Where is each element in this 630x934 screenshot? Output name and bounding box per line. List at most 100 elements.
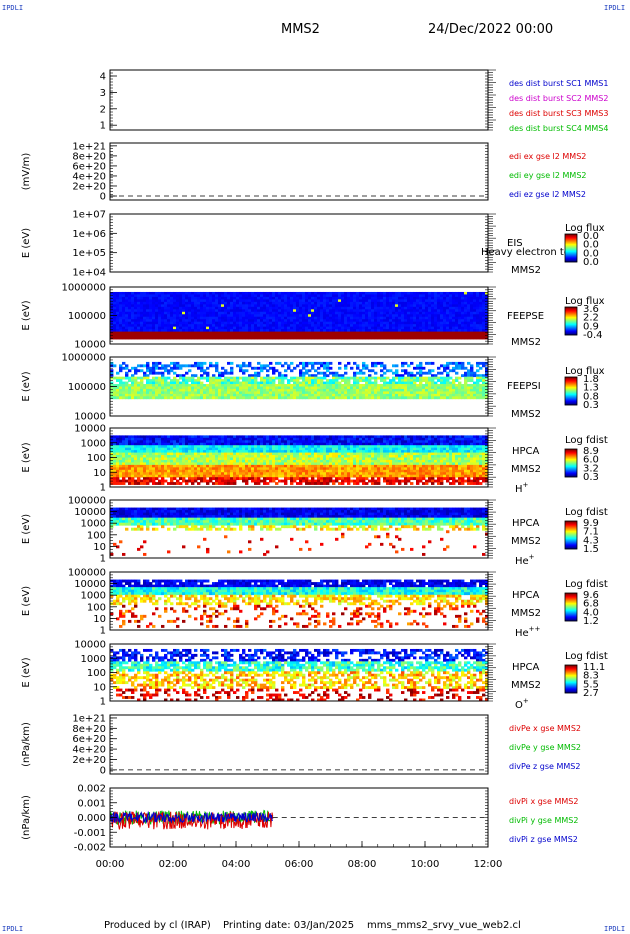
spectrogram-cell [299,376,303,380]
spectrogram-cell [263,334,267,337]
spectrogram-cell [167,393,171,397]
spectrogram-cell [236,474,240,478]
spectrogram-cell [464,294,468,298]
spectrogram-cell [137,479,141,483]
spectrogram-cell [227,324,231,328]
spectrogram-cell [206,379,210,382]
spectrogram-cell [137,326,141,330]
spectrogram-cell [152,452,156,456]
spectrogram-cell [413,388,417,392]
spectrogram-cell [134,447,138,451]
spectrogram-cell [413,329,417,333]
spectrogram-cell [455,396,459,400]
spectrogram-cell [431,396,435,400]
spectrogram-cell [446,301,450,305]
spectrogram-cell [293,331,297,335]
spectrogram-cell [233,304,237,308]
spectrogram-cell [110,482,114,485]
spectrogram-cell [158,469,162,473]
spectrogram-cell [248,336,252,340]
spectrogram-cell [440,306,444,310]
spectrogram-cell [305,361,309,365]
spectrogram-cell [113,306,117,310]
spectrogram-cell [470,391,474,395]
spectrogram-cell [470,374,474,378]
spectrogram-cell [224,299,228,303]
spectrogram-cell [116,388,120,392]
spectrogram-cell [338,301,342,305]
spectrogram-cell [353,294,357,298]
spectrogram-cell [392,311,396,315]
spectrogram-cell [365,331,369,335]
spectrogram-cell [188,364,192,368]
spectrogram-cell [134,388,138,392]
spectrogram-cell [116,459,120,463]
spectrogram-cell [203,472,207,476]
spectrogram-cell [461,314,465,318]
spectrogram-cell [281,386,285,390]
spectrogram-cell [347,296,351,300]
spectrogram-cell [386,388,390,392]
spectrogram-cell [392,391,396,395]
spectrogram-cell [359,311,363,315]
spectrogram-cell [455,371,459,375]
spectrogram-cell [110,447,114,451]
spectrogram-cell [158,314,162,318]
spectrogram-cell [413,299,417,303]
spectrogram-cell [143,469,147,473]
spectrogram-cell [212,442,216,446]
spectrogram-cell [377,319,381,323]
spectrogram-cell [197,467,201,471]
spectrogram-cell [317,336,321,340]
spectrogram-cell [194,304,198,308]
spectrogram-cell [440,376,444,380]
spectrogram-cell [260,469,264,473]
spectrogram-cell [245,376,249,380]
colorbar-step [565,382,577,384]
spectrogram-cell [287,334,291,337]
spectrogram-cell [155,388,159,392]
spectrogram-cell [242,396,246,400]
spectrogram-cell [149,299,153,303]
colorbar-title: Log flux [565,366,605,377]
spectrogram-cell [140,459,144,463]
spectrogram-cell [212,309,216,313]
colorbar-step [565,390,577,392]
spectrogram-cell [176,459,180,463]
spectrogram-cell [245,331,249,335]
spectrogram-cell [455,319,459,323]
spectrogram-cell [383,391,387,395]
spectrogram-cell [323,319,327,323]
spectrogram-cell [110,324,114,328]
spectrogram-cell [434,388,438,392]
spectrogram-cell [323,326,327,330]
spectrogram-cell [425,304,429,308]
spectrogram-cell [443,331,447,335]
spectrogram-cell [293,366,297,370]
spectrogram-cell [440,311,444,315]
spectrogram-cell [476,364,480,368]
spectrogram-cell [296,381,300,385]
spectrogram-cell [263,391,267,395]
spectrogram-cell [185,309,189,313]
spectrogram-cell [329,291,333,295]
spectrogram-cell [392,299,396,303]
spectrogram-cell [251,379,255,382]
spectrogram-cell [365,334,369,337]
spectrogram-cell [242,304,246,308]
spectrogram-cell [419,366,423,370]
colorbar-step [565,245,577,247]
spectrogram-cell [236,457,240,461]
spectrogram-cell [224,437,228,441]
spectrogram-cell [152,311,156,315]
spectrogram-cell [431,379,435,382]
spectrogram-cell [161,364,165,368]
spectrogram-cell [362,361,366,365]
spectrogram-cell [359,299,363,303]
spectrogram-cell [305,296,309,300]
spectrogram-cell [344,364,348,368]
spectrogram-cell [404,299,408,303]
spectrogram-cell [308,321,312,325]
spectrogram-cell [389,314,393,318]
spectrogram-cell [137,391,141,395]
